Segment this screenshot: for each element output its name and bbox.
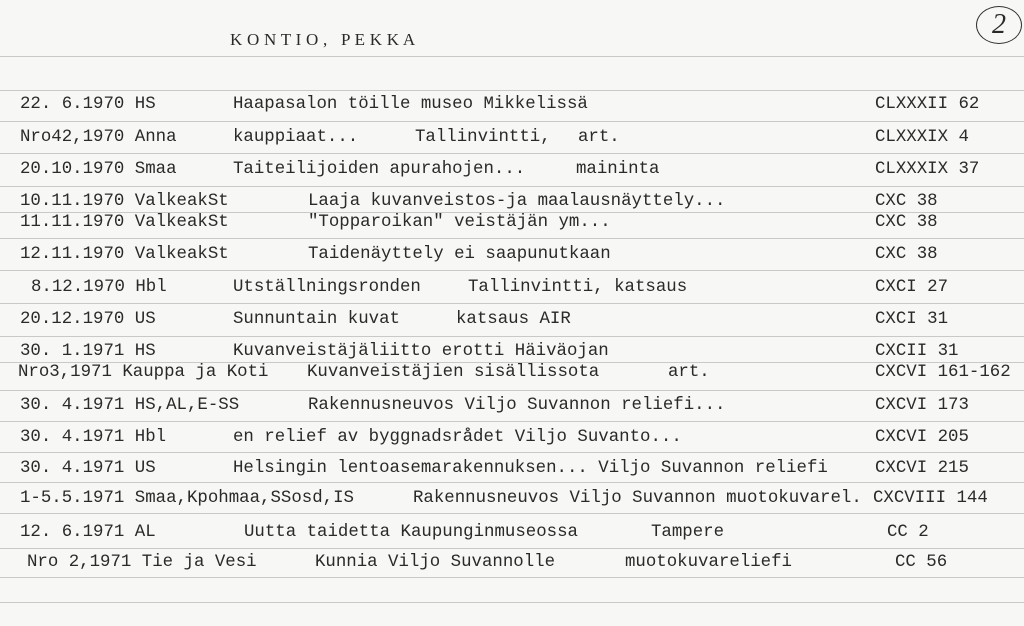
ruled-line — [0, 513, 1024, 514]
entry-type: art. — [578, 128, 620, 147]
entry-note: Tallinvintti, katsaus — [468, 278, 688, 297]
entry-title: Laaja kuvanveistos-ja maalausnäyttely... — [308, 192, 726, 211]
entry-date-source: 30. 1.1971 HS — [20, 342, 156, 361]
entry-title: Taiteilijoiden apurahojen... — [233, 160, 526, 179]
ruled-line — [0, 390, 1024, 391]
entry-date-source: 20.10.1970 Smaa — [20, 160, 177, 179]
entry-title: Helsingin lentoasemarakennuksen... Viljo… — [233, 459, 828, 478]
entry-reference: CXCVI 161-162 — [875, 363, 1011, 382]
entry-reference: CLXXXIX 37 — [875, 160, 980, 179]
entry-title: Uutta taidetta Kaupunginmuseossa — [244, 523, 578, 542]
ruled-line — [0, 482, 1024, 483]
entry-title: Rakennusneuvos Viljo Suvannon muotokuvar… — [413, 489, 862, 508]
ruled-line — [0, 336, 1024, 337]
entry-title: Kunnia Viljo Suvannolle — [315, 553, 556, 572]
entry-reference: CXCI 27 — [875, 278, 949, 297]
ruled-line — [0, 602, 1024, 603]
entry-date-source: 10.11.1970 ValkeakSt — [20, 192, 229, 211]
ruled-line — [0, 452, 1024, 453]
entry-note: maininta — [576, 160, 660, 179]
entry-title: en relief av byggnadsrådet Viljo Suvanto… — [233, 428, 682, 447]
entry-date-source: 1-5.5.1971 Smaa,Kpohmaa,SSosd,IS — [20, 489, 354, 508]
entry-date-source: 20.12.1970 US — [20, 310, 156, 329]
ruled-line — [0, 303, 1024, 304]
entry-reference: CC 2 — [887, 523, 929, 542]
card-number-circled: 2 — [976, 6, 1022, 44]
ruled-line — [0, 153, 1024, 154]
ruled-line — [0, 548, 1024, 549]
ruled-line — [0, 362, 1024, 363]
entry-reference: CXCVI 173 — [875, 396, 969, 415]
entry-title: Kuvanveistäjien sisällissota — [307, 363, 600, 382]
ruled-line — [0, 56, 1024, 57]
entry-reference: CC 56 — [895, 553, 948, 572]
entry-title: Rakennusneuvos Viljo Suvannon reliefi... — [308, 396, 726, 415]
entry-type: art. — [668, 363, 710, 382]
entry-reference: CXC 38 — [875, 245, 938, 264]
card-title: K O N T I O , P E K K A — [230, 30, 416, 49]
ruled-line — [0, 186, 1024, 187]
ruled-line — [0, 212, 1024, 213]
entry-title: Kuvanveistäjäliitto erotti Häiväojan — [233, 342, 609, 361]
entry-reference: CXCI 31 — [875, 310, 949, 329]
ruled-line — [0, 421, 1024, 422]
entry-reference: CXC 38 — [875, 213, 938, 232]
entry-title: Haapasalon töille museo Mikkelissä — [233, 95, 588, 114]
entry-reference: CXCVI 215 — [875, 459, 969, 478]
entry-date-source: 8.12.1970 Hbl — [31, 278, 167, 297]
entry-reference: CXC 38 — [875, 192, 938, 211]
entry-title: "Topparoikan" veistäjän ym... — [308, 213, 611, 232]
entry-reference: CXCII 31 — [875, 342, 959, 361]
ruled-line — [0, 577, 1024, 578]
entry-title: Utställningsronden — [233, 278, 421, 297]
entry-note: katsaus AIR — [456, 310, 571, 329]
entry-date-source: 30. 4.1971 HS,AL,E-SS — [20, 396, 240, 415]
entry-date-source: 22. 6.1970 HS — [20, 95, 156, 114]
entry-date-source: Nro42,1970 Anna — [20, 128, 177, 147]
entry-date-source: 12.11.1970 ValkeakSt — [20, 245, 229, 264]
entry-date-source: Nro 2,1971 Tie ja Vesi — [27, 553, 257, 572]
entry-note: Tallinvintti, — [415, 128, 551, 147]
entry-note: muotokuvareliefi — [625, 553, 792, 572]
entry-title: Taidenäyttely ei saapunutkaan — [308, 245, 611, 264]
entry-date-source: 30. 4.1971 Hbl — [20, 428, 167, 447]
ruled-line — [0, 238, 1024, 239]
entry-reference: CLXXXII 62 — [875, 95, 980, 114]
entry-date-source: 30. 4.1971 US — [20, 459, 156, 478]
entry-date-source: 11.11.1970 ValkeakSt — [20, 213, 229, 232]
entry-date-source: 12. 6.1971 AL — [20, 523, 156, 542]
entry-reference: CXCVIII 144 — [873, 489, 988, 508]
entry-title: Sunnuntain kuvat — [233, 310, 400, 329]
entry-reference: CXCVI 205 — [875, 428, 969, 447]
ruled-line — [0, 121, 1024, 122]
entry-note: Tampere — [651, 523, 725, 542]
ruled-line — [0, 270, 1024, 271]
entry-date-source: Nro3,1971 Kauppa ja Koti — [18, 363, 269, 382]
ruled-line — [0, 90, 1024, 91]
entry-reference: CLXXXIX 4 — [875, 128, 969, 147]
entry-title: kauppiaat... — [233, 128, 359, 147]
